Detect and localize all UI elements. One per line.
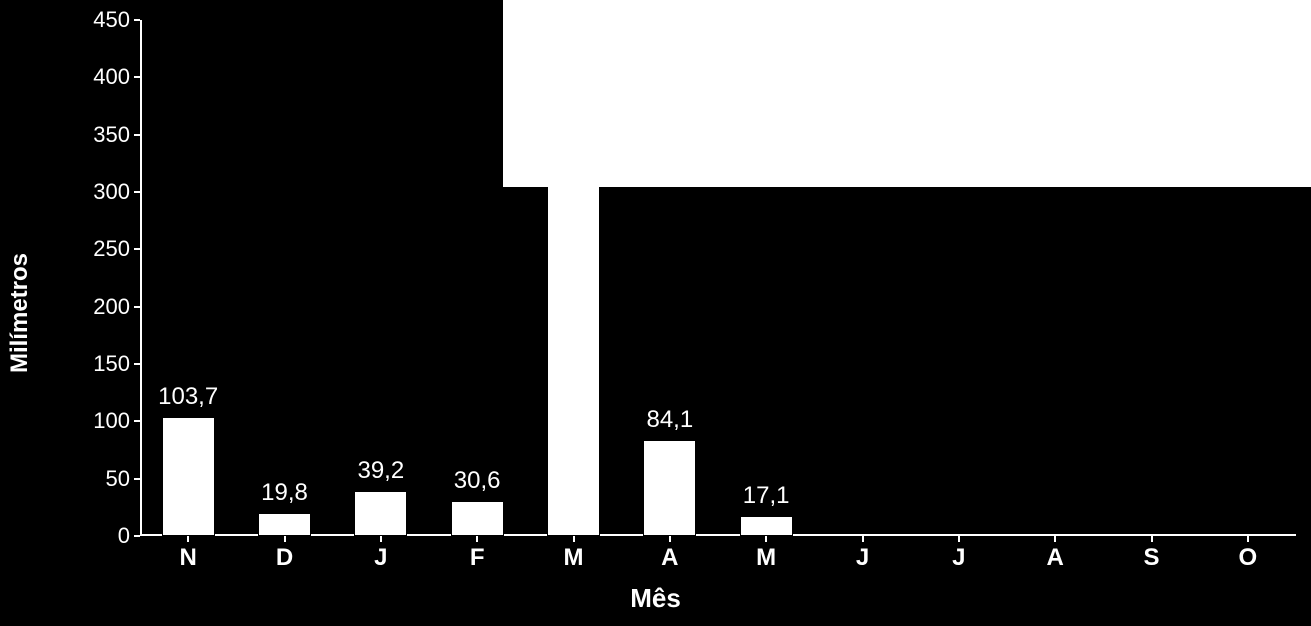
y-tick-mark [134,134,140,136]
x-tick-mark [187,536,189,542]
y-tick-mark [134,363,140,365]
x-tick-mark [284,536,286,542]
y-tick-label: 300 [80,179,130,205]
y-tick-label: 400 [80,64,130,90]
x-tick-mark [669,536,671,542]
y-tick-label: 350 [80,122,130,148]
x-tick-label: M [564,544,584,572]
y-tick-mark [134,420,140,422]
x-tick-mark [476,536,478,542]
bar-value-label: 30,6 [454,467,501,495]
x-tick-label: F [470,544,485,572]
x-tick-mark [573,536,575,542]
bar-value-label: 19,8 [261,479,308,507]
x-tick-mark [765,536,767,542]
x-axis-title: Mês [630,583,681,614]
bar [643,440,696,536]
y-tick-label: 150 [80,351,130,377]
x-tick-label: A [661,544,678,572]
y-tick-label: 100 [80,408,130,434]
x-axis-line [140,534,1296,536]
bar-value-label: 103,7 [158,383,218,411]
x-tick-label: J [952,544,965,572]
x-tick-mark [1054,536,1056,542]
y-tick-label: 450 [80,7,130,33]
x-tick-label: D [276,544,293,572]
bar [258,513,311,536]
y-tick-mark [134,191,140,193]
y-axis-line [140,20,142,536]
bar [451,501,504,536]
bar [740,516,793,536]
x-tick-mark [958,536,960,542]
x-tick-mark [380,536,382,542]
x-tick-mark [1247,536,1249,542]
y-tick-mark [134,76,140,78]
y-tick-mark [134,248,140,250]
bar [354,491,407,536]
y-tick-label: 250 [80,236,130,262]
x-tick-mark [862,536,864,542]
x-tick-label: M [756,544,776,572]
y-tick-label: 200 [80,294,130,320]
x-tick-label: S [1143,544,1159,572]
bar-value-label: 39,2 [357,457,404,485]
x-tick-label: J [374,544,387,572]
x-tick-label: O [1238,544,1257,572]
y-tick-mark [134,478,140,480]
y-tick-label: 50 [80,466,130,492]
bar [162,417,215,536]
x-tick-label: A [1046,544,1063,572]
y-tick-mark [134,535,140,537]
x-tick-label: J [856,544,869,572]
x-tick-label: N [179,544,196,572]
bar-value-label: 17,1 [743,482,790,510]
overlay-box [503,0,1311,187]
chart-container: Milímetros Mês 0 50 100 150 200 250 300 350 400 4… [0,0,1311,626]
y-tick-mark [134,306,140,308]
y-tick-mark [134,19,140,21]
y-tick-label: 0 [80,523,130,549]
bar-value-label: 84,1 [646,406,693,434]
y-axis-title: Milímetros [6,253,34,373]
x-tick-mark [1151,536,1153,542]
